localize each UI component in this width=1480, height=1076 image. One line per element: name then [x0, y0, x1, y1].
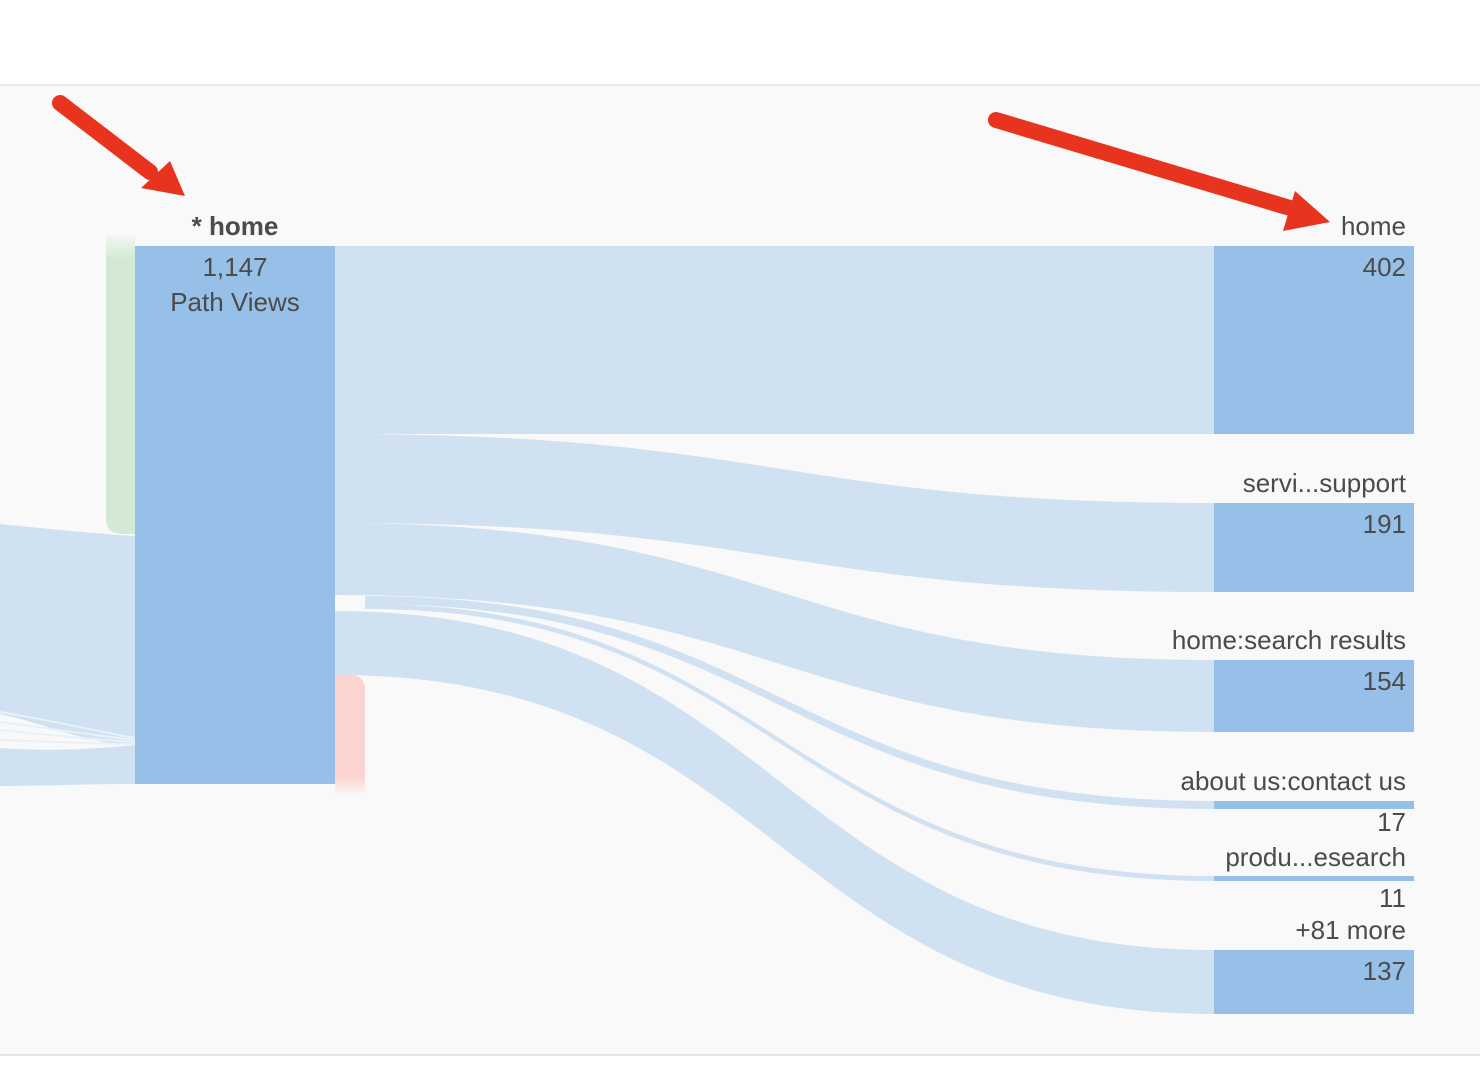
node-label-service-support[interactable]: servi...support: [1242, 468, 1406, 498]
link-more[interactable]: [335, 611, 1214, 1014]
focus-node-metric: Path Views: [170, 287, 300, 317]
link-contact-us[interactable]: [365, 596, 1214, 809]
node-label-home[interactable]: home: [1340, 211, 1406, 241]
node-value-product-research: 11: [1379, 883, 1406, 913]
node-label-product-research[interactable]: produ...esearch: [1225, 842, 1406, 872]
node-value-service-support: 191: [1362, 509, 1406, 539]
node-label-search-results[interactable]: home:search results: [1171, 625, 1406, 655]
node-label-contact-us[interactable]: about us:contact us: [1180, 766, 1406, 796]
annotation-arrow-right: [988, 112, 1330, 231]
node-value-more: 137: [1362, 956, 1406, 986]
node-bar-service-support[interactable]: [1214, 503, 1414, 592]
focus-node-bar[interactable]: [135, 246, 335, 784]
node-value-search-results: 154: [1362, 666, 1406, 696]
node-bar-home[interactable]: [1214, 246, 1414, 434]
incoming-link[interactable]: [0, 524, 135, 745]
node-value-contact-us: 17: [1377, 807, 1406, 837]
link-service-support[interactable]: [335, 434, 1214, 592]
incoming-link[interactable]: [0, 745, 135, 786]
node-bar-search-results[interactable]: [1214, 660, 1414, 732]
node-label-more[interactable]: +81 more: [1295, 915, 1406, 945]
focus-node-value: 1,147: [202, 252, 268, 282]
node-bar-product-research[interactable]: [1214, 876, 1414, 881]
node-bar-contact-us[interactable]: [1214, 801, 1414, 809]
link-home[interactable]: [335, 246, 1214, 434]
incoming-thin-links: [0, 711, 136, 745]
focus-node-title: * home: [191, 211, 279, 241]
node-value-home: 402: [1362, 252, 1406, 282]
link-search-results[interactable]: [335, 523, 1214, 732]
annotation-arrow-left: [52, 95, 185, 196]
entry-marker: [106, 236, 135, 534]
exit-marker: [335, 675, 365, 795]
top-bar: [0, 0, 1480, 86]
node-bar-more[interactable]: [1214, 950, 1414, 1014]
